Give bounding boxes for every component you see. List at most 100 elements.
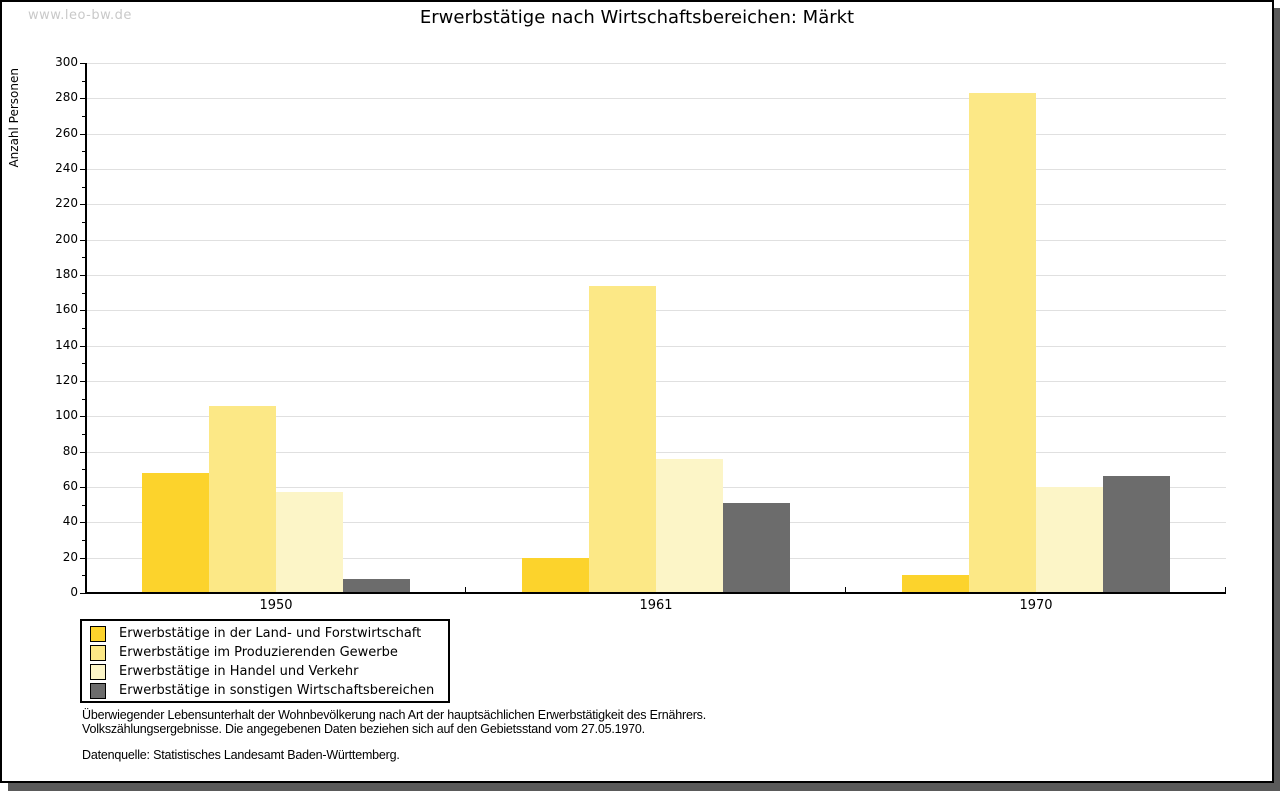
gridline <box>86 63 1226 64</box>
y-major-tick <box>80 522 86 524</box>
y-minor-tick <box>82 363 86 365</box>
y-tick-label: 0 <box>70 585 78 599</box>
legend-box: Erwerbstätige in der Land- und Forstwirt… <box>80 619 450 703</box>
legend-swatch <box>90 644 106 661</box>
gridline <box>86 451 1226 453</box>
y-major-tick <box>80 239 86 241</box>
bar <box>656 458 723 593</box>
y-minor-tick <box>82 328 86 329</box>
y-minor-tick <box>82 469 86 471</box>
legend-row: Erwerbstätige im Produzierenden Gewerbe <box>82 643 448 662</box>
x-boundary-tick <box>465 587 466 593</box>
legend-label: Erwerbstätige im Produzierenden Gewerbe <box>119 645 398 660</box>
bar <box>343 578 410 593</box>
x-category-label: 1961 <box>639 598 673 613</box>
gridline <box>86 416 1226 418</box>
y-tick-label: 80 <box>62 443 78 458</box>
y-tick-label: 120 <box>55 373 78 387</box>
bar <box>522 557 589 593</box>
y-tick-label: 260 <box>55 125 78 140</box>
bar <box>723 502 790 593</box>
y-tick-label: 220 <box>55 196 78 211</box>
gridline <box>86 98 1226 100</box>
x-axis-line <box>85 592 1226 594</box>
y-minor-tick <box>82 257 86 259</box>
x-boundary-tick <box>845 587 846 593</box>
bar <box>969 93 1036 593</box>
y-tick-label: 100 <box>55 408 78 423</box>
y-major-tick <box>80 204 86 206</box>
leo-bw-watermark: www.leo-bw.de <box>28 8 132 23</box>
legend-row: Erwerbstätige in Handel und Verkehr <box>82 662 448 681</box>
y-minor-tick <box>82 80 86 82</box>
y-tick-label: 60 <box>62 479 78 493</box>
x-boundary-tick <box>1225 587 1226 593</box>
y-major-tick <box>80 310 86 312</box>
y-tick-label: 160 <box>55 302 78 317</box>
chart-title: Erwerbstätige nach Wirtschaftsbereichen:… <box>419 7 855 28</box>
footnote-line-1: Überwiegender Lebensunterhalt der Wohnbe… <box>82 708 706 722</box>
y-minor-tick <box>82 292 86 294</box>
y-axis-line <box>85 63 87 593</box>
footnote-text: Überwiegender Lebensunterhalt der Wohnbe… <box>82 708 706 736</box>
bar <box>209 405 276 593</box>
bar <box>142 472 209 593</box>
y-tick-label: 280 <box>55 90 78 105</box>
y-major-tick <box>80 98 86 100</box>
legend-swatch <box>90 663 106 680</box>
y-major-tick <box>80 451 86 453</box>
legend-swatch <box>90 682 106 699</box>
y-minor-tick <box>82 398 86 400</box>
y-minor-tick <box>82 575 86 577</box>
y-major-tick <box>80 593 86 594</box>
legend-label: Erwerbstätige in Handel und Verkehr <box>119 664 359 679</box>
legend-label: Erwerbstätige in der Land- und Forstwirt… <box>119 626 422 641</box>
y-major-tick <box>80 169 86 170</box>
legend-label: Erwerbstätige in sonstigen Wirtschaftsbe… <box>119 683 435 698</box>
y-minor-tick <box>82 222 86 223</box>
y-minor-tick <box>82 116 86 117</box>
y-tick-label: 200 <box>55 231 78 246</box>
y-tick-label: 140 <box>55 337 78 352</box>
legend-row: Erwerbstätige in der Land- und Forstwirt… <box>82 624 448 643</box>
y-minor-tick <box>82 186 86 188</box>
bar <box>902 575 969 593</box>
y-major-tick <box>80 275 86 276</box>
y-major-tick <box>80 487 86 488</box>
bar <box>1036 487 1103 593</box>
data-source-text: Datenquelle: Statistisches Landesamt Bad… <box>82 748 400 762</box>
legend-swatch <box>90 625 106 642</box>
y-tick-label: 180 <box>55 267 78 281</box>
y-minor-tick <box>82 151 86 153</box>
x-category-label: 1970 <box>1019 598 1053 613</box>
gridline <box>86 133 1226 135</box>
bar <box>1103 476 1170 593</box>
y-tick-label: 40 <box>62 514 78 529</box>
x-category-label: 1950 <box>259 598 293 613</box>
y-tick-label: 240 <box>55 161 78 175</box>
gridline <box>86 275 1226 276</box>
bar <box>589 285 656 593</box>
y-minor-tick <box>82 434 86 435</box>
y-minor-tick <box>82 540 86 541</box>
footnote-line-2: Volkszählungsergebnisse. Die angegebenen… <box>82 721 645 736</box>
gridline <box>86 310 1226 312</box>
y-minor-tick <box>82 504 86 506</box>
gridline <box>86 345 1226 347</box>
y-major-tick <box>80 416 86 418</box>
gridline <box>86 169 1226 170</box>
legend-row: Erwerbstätige in sonstigen Wirtschaftsbe… <box>82 681 448 700</box>
y-major-tick <box>80 133 86 135</box>
gridline <box>86 381 1226 382</box>
gridline <box>86 204 1226 206</box>
gridline <box>86 239 1226 241</box>
y-tick-label: 300 <box>55 55 78 69</box>
y-major-tick <box>80 557 86 559</box>
y-major-tick <box>80 381 86 382</box>
y-major-tick <box>80 345 86 347</box>
y-tick-label: 20 <box>62 549 78 564</box>
bar <box>276 492 343 593</box>
y-major-tick <box>80 63 86 64</box>
